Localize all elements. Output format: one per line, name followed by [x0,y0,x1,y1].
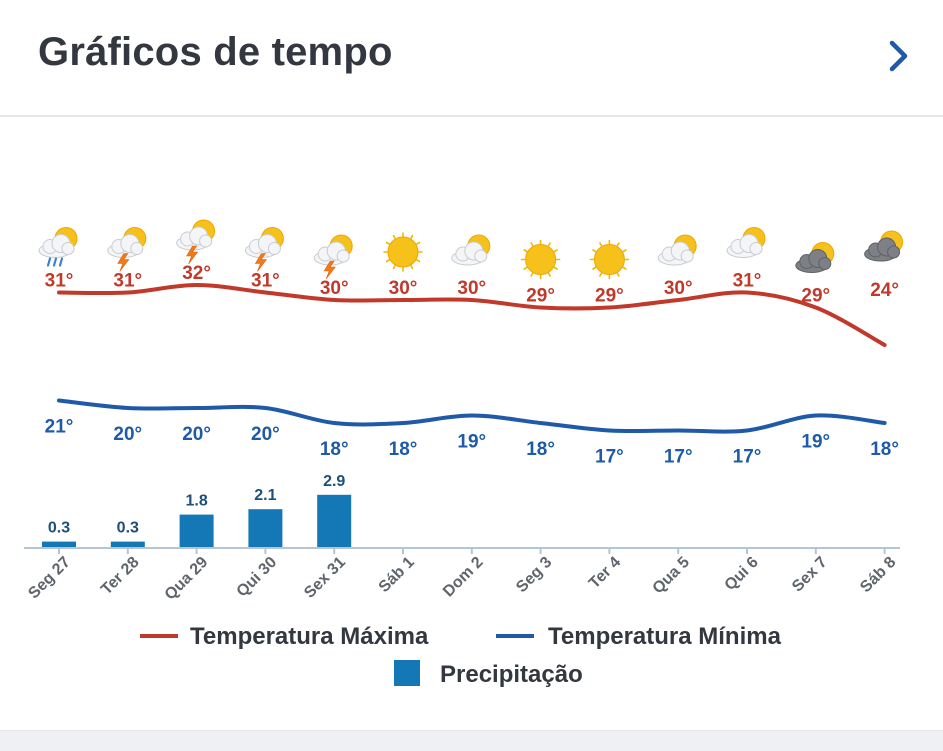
x-tick-label: Seg 27 [25,554,74,603]
min-temp-label: 20° [182,424,211,445]
max-temp-label: 30° [389,278,418,299]
sun-icon [520,239,561,280]
precip-bar [317,494,352,547]
sun-dark-cloud-icon [864,230,904,262]
precip-bar [110,541,145,547]
max-temp-label: 30° [457,278,486,299]
min-temp-label: 17° [664,447,693,468]
sun-cloud-icon [657,234,697,266]
max-temp-label: 29° [801,286,830,307]
x-tick-label: Ter 28 [98,554,143,599]
min-temp-label: 17° [733,447,762,468]
min-temp-label: 17° [595,447,624,468]
precip-label: 2.1 [254,487,276,504]
sun-cloud-storm-icon [107,227,147,272]
sun-cloud-storm-icon [313,234,353,280]
footer-band [0,730,943,751]
max-temp-label: 30° [320,278,349,299]
x-tick-label: Qui 30 [234,554,281,601]
legend-precip-swatch [394,660,420,686]
sun-cloud-icon [726,227,766,258]
min-temp-label: 18° [320,439,349,460]
precip-label: 0.3 [117,520,139,537]
max-temp-label: 30° [664,278,693,299]
min-temp-label: 20° [251,424,280,445]
max-temp-label: 31° [733,271,762,292]
x-tick-label: Sex 31 [301,554,349,602]
max-temp-label: 32° [182,263,211,284]
sun-cloud-icon [451,234,491,266]
x-tick-label: Sex 7 [789,554,831,596]
legend-precip-label: Precipitação [440,661,583,688]
min-temp-label: 18° [389,439,418,460]
x-tick-label: Sáb 8 [857,554,899,596]
max-temp-label: 31° [45,271,74,292]
sun-dark-cloud-icon [795,242,835,273]
max-temp-label: 24° [870,280,899,301]
min-temp-label: 18° [526,439,555,460]
sun-cloud-storm-icon [244,227,284,272]
max-temp-label: 29° [526,286,555,307]
min-temp-label: 21° [45,417,74,438]
min-temp-label: 19° [457,432,486,453]
precip-label: 2.9 [323,473,345,490]
precip-bar [248,509,283,547]
x-tick-label: Sáb 1 [376,554,418,596]
x-tick-label: Seg 3 [513,554,555,596]
x-tick-label: Dom 2 [440,554,487,601]
x-tick-label: Qua 29 [162,554,212,604]
max-temp-label: 31° [251,271,280,292]
weather-chart: 31° 31° 32° 31° 30° 30° 30° 29° 29° 30° 31° 29° 24° 2… [24,219,904,688]
min-temp-label: 19° [801,432,830,453]
page-title: Gráficos de tempo [38,30,393,74]
sun-cloud-storm-icon [176,219,216,265]
min-temp-label: 20° [113,424,142,445]
precip-label: 1.8 [185,493,207,510]
legend-max-label: Temperatura Máxima [190,623,429,650]
min-temp-line [57,398,887,434]
precip-bar [42,541,76,547]
max-temp-label: 29° [595,286,624,307]
precip-label: 0.3 [48,520,70,537]
sun-icon [589,239,630,280]
precip-bar [179,514,214,547]
legend: Temperatura Máxima Temperatura Mínima Prec… [140,623,782,688]
chevron-right-icon[interactable] [885,36,913,76]
max-temp-label: 31° [113,271,142,292]
x-tick-label: Qui 6 [722,554,762,594]
legend-min-label: Temperatura Mínima [548,623,782,650]
x-tick-label: Qua 5 [650,554,694,598]
min-temp-label: 18° [870,439,899,460]
sun-icon [383,232,423,272]
header: Gráficos de tempo [0,0,943,117]
x-tick-label: Ter 4 [586,554,624,592]
sun-cloud-rain-icon [38,227,78,267]
max-temp-line [57,282,887,347]
